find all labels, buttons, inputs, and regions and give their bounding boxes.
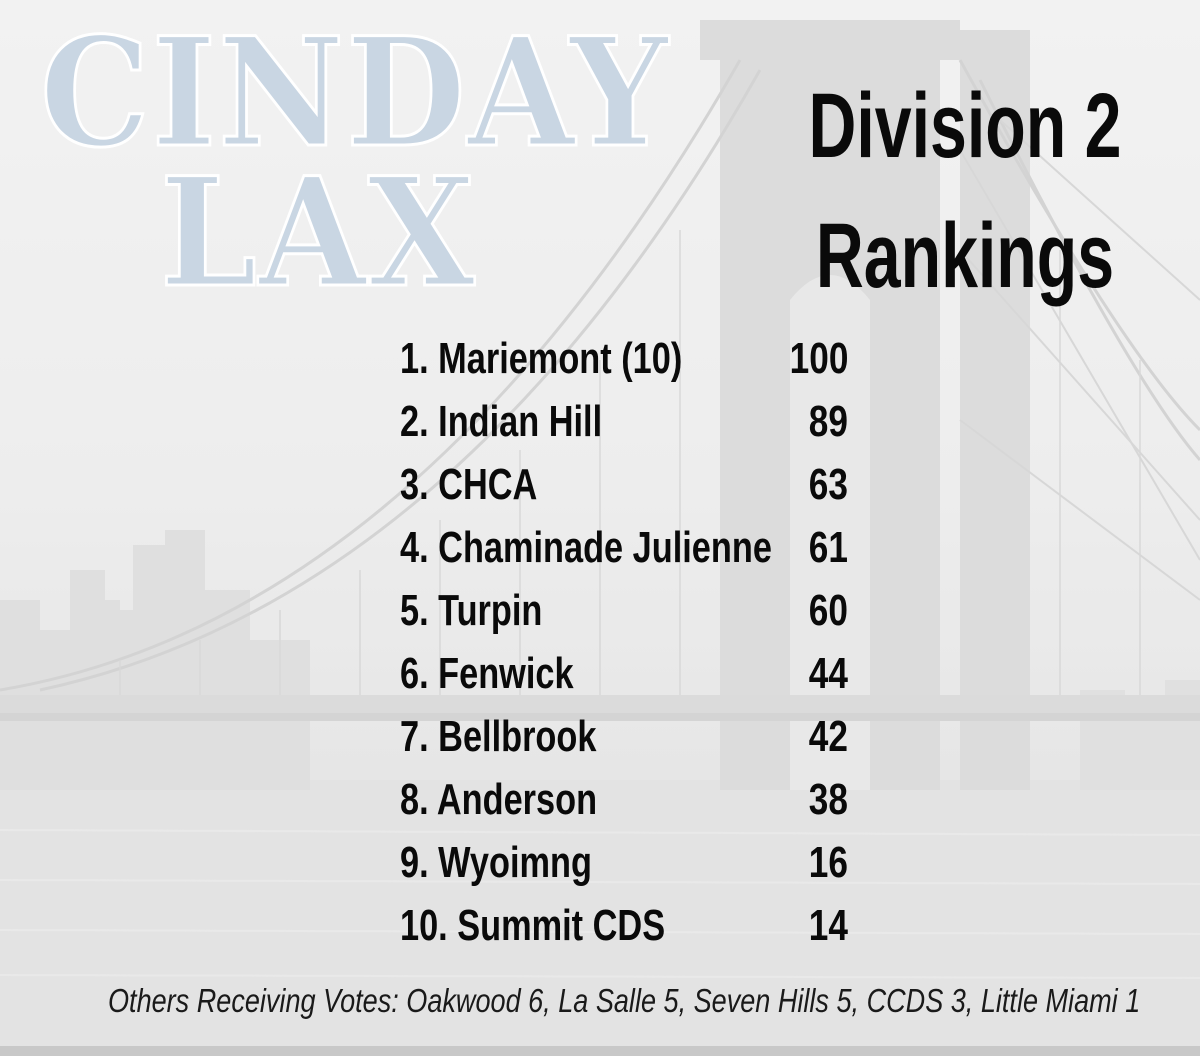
ranking-team: 6. Fenwick: [400, 649, 574, 698]
ranking-team: 4. Chaminade Julienne: [400, 523, 772, 572]
ranking-row: 10. Summit CDS 14: [400, 897, 860, 960]
page-title-line-2: Rankings: [815, 205, 1115, 307]
page-title-line-1: Division 2: [808, 75, 1122, 177]
ranking-team: 5. Turpin: [400, 586, 543, 635]
ranking-row: 3. CHCA 63: [400, 456, 860, 519]
ranking-row: 8. Anderson 38: [400, 771, 860, 834]
ranking-points: 61: [808, 523, 848, 572]
ranking-points: 44: [808, 649, 848, 698]
ranking-row: 1. Mariemont (10) 100: [400, 330, 860, 393]
ranking-row: 9. Wyoimng 16: [400, 834, 860, 897]
ranking-team: 7. Bellbrook: [400, 712, 597, 761]
ranking-row: 5. Turpin 60: [400, 582, 860, 645]
ranking-row: 7. Bellbrook 42: [400, 708, 860, 771]
logo-text-line-2: LAX: [159, 145, 477, 321]
ranking-team: 9. Wyoimng: [400, 838, 592, 887]
ranking-team: 8. Anderson: [400, 775, 598, 824]
ranking-points: 16: [808, 838, 848, 887]
ranking-row: 4. Chaminade Julienne 61: [400, 519, 860, 582]
ranking-points: 14: [808, 901, 848, 950]
ranking-team: 2. Indian Hill: [400, 397, 603, 446]
ranking-points: 60: [808, 586, 848, 635]
ranking-points: 89: [808, 397, 848, 446]
rankings-list: 1. Mariemont (10) 100 2. Indian Hill 89 …: [400, 330, 860, 960]
ranking-team: 3. CHCA: [400, 460, 538, 509]
logo-text-line-1: CINDAY: [39, 5, 670, 181]
ranking-team: 10. Summit CDS: [400, 901, 666, 950]
ranking-points: 42: [808, 712, 848, 761]
ranking-row: 2. Indian Hill 89: [400, 393, 860, 456]
ranking-points: 100: [789, 334, 848, 383]
ranking-points: 38: [808, 775, 848, 824]
ranking-team: 1. Mariemont (10): [400, 334, 683, 383]
others-receiving-votes: Others Receiving Votes: Oakwood 6, La Sa…: [108, 982, 1141, 1019]
bottom-divider: [0, 1046, 1200, 1056]
ranking-points: 63: [808, 460, 848, 509]
ranking-row: 6. Fenwick 44: [400, 645, 860, 708]
